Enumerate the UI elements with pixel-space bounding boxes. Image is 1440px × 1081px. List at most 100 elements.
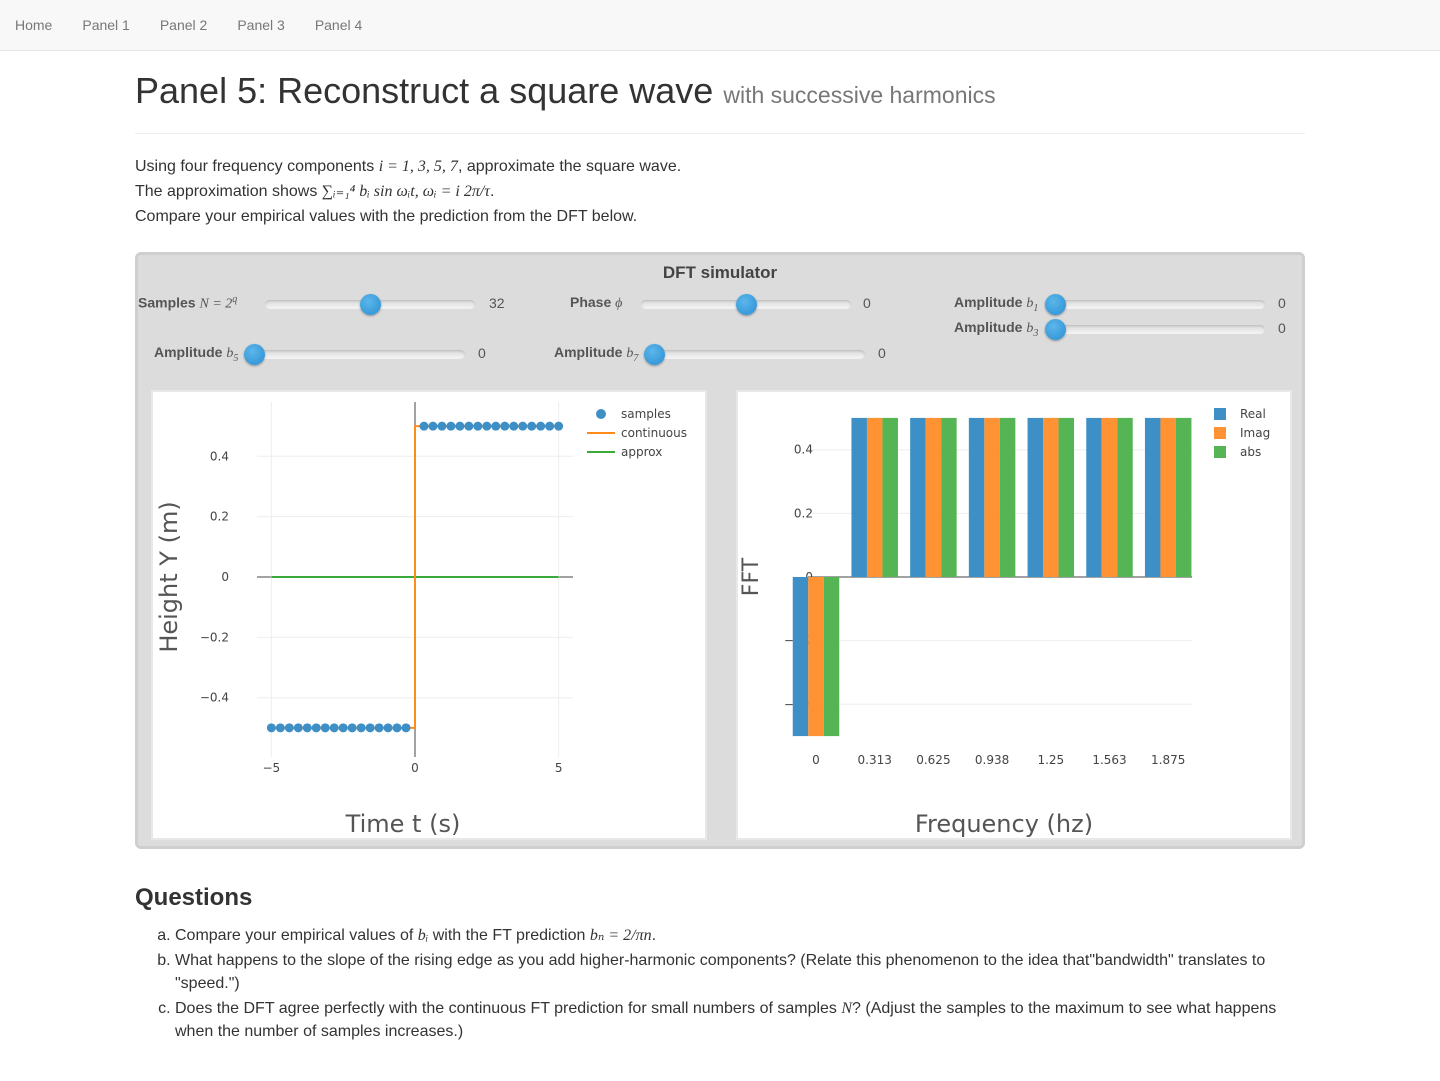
amplitude-b5-slider-thumb[interactable] [244,344,265,365]
y-axis-label: FFT [739,557,764,596]
legend-samples-label: samples [621,407,671,421]
sample-point [275,723,285,733]
x-tick-label: 0 [411,761,419,775]
bar-imag [984,417,1000,577]
x-tick-label: 0.313 [858,753,892,767]
sample-point [482,421,492,431]
amplitude-b5-slider-track[interactable] [255,350,465,359]
questions-list: Compare your empirical values of bᵢ with… [135,924,1305,1043]
bar-abs [1175,417,1192,577]
intro-line-2-suffix: . [490,183,495,200]
y-tick-label: 0.2 [210,510,229,524]
sample-point [536,421,546,431]
samples-label-text: Samples [138,294,196,311]
bar-real [1144,417,1161,577]
amplitude-b5-label-math: b [226,346,234,361]
sample-point [455,421,465,431]
bar-imag [866,417,883,577]
bar-real [851,417,867,577]
y-tick-label: −0.4 [200,691,229,705]
intro-text: Using four frequency components i = 1, 3… [135,154,1305,229]
y-tick-label: −0.2 [200,630,229,644]
bar-real [1086,417,1102,577]
intro-line-3: Compare your empirical values with the p… [135,208,638,225]
sample-point [401,723,411,733]
samples-value: 32 [489,295,505,311]
nav-panel-1[interactable]: Panel 1 [82,17,130,33]
time-domain-plot[interactable]: 0.4 0.2 0 −0.2 −0.4 −5 0 5 Time t (s) Height Y (m… [151,390,707,840]
page-title-text: Panel 5: Reconstruct a square wave [135,70,714,111]
sample-point [554,421,564,431]
question-a-suffix: . [651,927,657,944]
amplitude-b1-label-text: Amplitude [954,294,1023,310]
bar-abs [882,417,898,577]
phase-label-math: ϕ [615,296,623,311]
amplitude-b1-slider-track[interactable] [1055,300,1265,309]
amplitude-b3-slider-track[interactable] [1055,325,1265,334]
sample-point [437,421,447,431]
legend-abs-marker [1214,446,1226,458]
legend-continuous-label: continuous [621,426,687,440]
simulator-title: DFT simulator [662,263,778,282]
question-a-math-2: bₙ = 2/πn [589,927,652,944]
nav-panel-4[interactable]: Panel 4 [314,17,363,33]
phase-slider-thumb[interactable] [736,294,757,315]
bar-imag [925,417,942,577]
y-tick-label: 0.4 [210,449,229,463]
sample-point [446,421,456,431]
y-tick-label: 0.4 [794,443,813,457]
sample-point [527,421,537,431]
sample-point [284,723,294,733]
bar-imag [1101,417,1118,577]
y-axis-label: Height Y (m) [155,501,183,652]
x-tick-label: 5 [555,761,563,775]
nav-home[interactable]: Home [15,17,53,33]
amplitude-b1-value: 0 [1278,295,1286,311]
amplitude-b3-label-sub: 3 [1033,327,1039,339]
bar-abs [1058,417,1075,577]
sample-point [509,421,519,431]
top-navbar: Home Panel 1 Panel 2 Panel 3 Panel 4 [0,0,1440,51]
question-c-prefix: Does the DFT agree perfectly with the co… [175,1000,842,1017]
intro-line-1-math: i = 1, 3, 5, 7 [378,158,458,175]
legend-approx-label: approx [621,445,662,459]
question-c-math: N [841,1000,853,1017]
sample-point [545,421,555,431]
frequency-domain-plot[interactable]: 0.40.20−0.2−0.400.3130.6250.9381.251.563… [736,390,1292,840]
x-tick-label: 1.25 [1037,753,1064,767]
samples-slider-thumb[interactable] [360,294,381,315]
sample-point [392,723,402,733]
sample-point [338,723,348,733]
y-tick-label: 0 [221,570,229,584]
amplitude-b7-label-math: b [626,346,634,361]
amplitude-b1-slider-thumb[interactable] [1045,294,1066,315]
sample-point [374,723,384,733]
amplitude-b7-label-text: Amplitude [554,344,623,360]
amplitude-b3-slider-thumb[interactable] [1045,319,1066,340]
amplitude-b7-slider-track[interactable] [655,350,865,359]
bar-abs [823,577,840,737]
page-title: Panel 5: Reconstruct a square wave with … [135,71,1305,115]
amplitude-b5-label: Amplitude b5 [154,344,238,364]
sample-point [464,421,474,431]
bar-abs [999,417,1016,577]
sample-point [266,723,276,733]
nav-panel-2[interactable]: Panel 2 [159,17,208,33]
nav-panel-3[interactable]: Panel 3 [237,17,285,33]
main-container: Panel 5: Reconstruct a square wave with … [135,51,1305,1040]
questions-section: Questions Compare your empirical values … [135,884,1305,1045]
amplitude-b3-label-text: Amplitude [954,319,1023,335]
legend-samples-marker [596,409,606,419]
sample-point [356,723,366,733]
x-axis-label: Frequency (hz) [915,810,1093,838]
sample-point [518,421,528,431]
question-a-prefix: Compare your empirical values of [175,927,418,944]
bar-imag [808,577,824,737]
amplitude-b1-label-sub: 1 [1033,302,1039,314]
samples-label-math: N = 2 [199,296,233,312]
phase-label-text: Phase [570,294,612,310]
amplitude-b7-slider-thumb[interactable] [644,344,665,365]
y-tick-label: 0.2 [794,506,813,520]
x-tick-label: 0.938 [975,753,1009,767]
question-a: Compare your empirical values of bᵢ with… [175,924,1305,947]
